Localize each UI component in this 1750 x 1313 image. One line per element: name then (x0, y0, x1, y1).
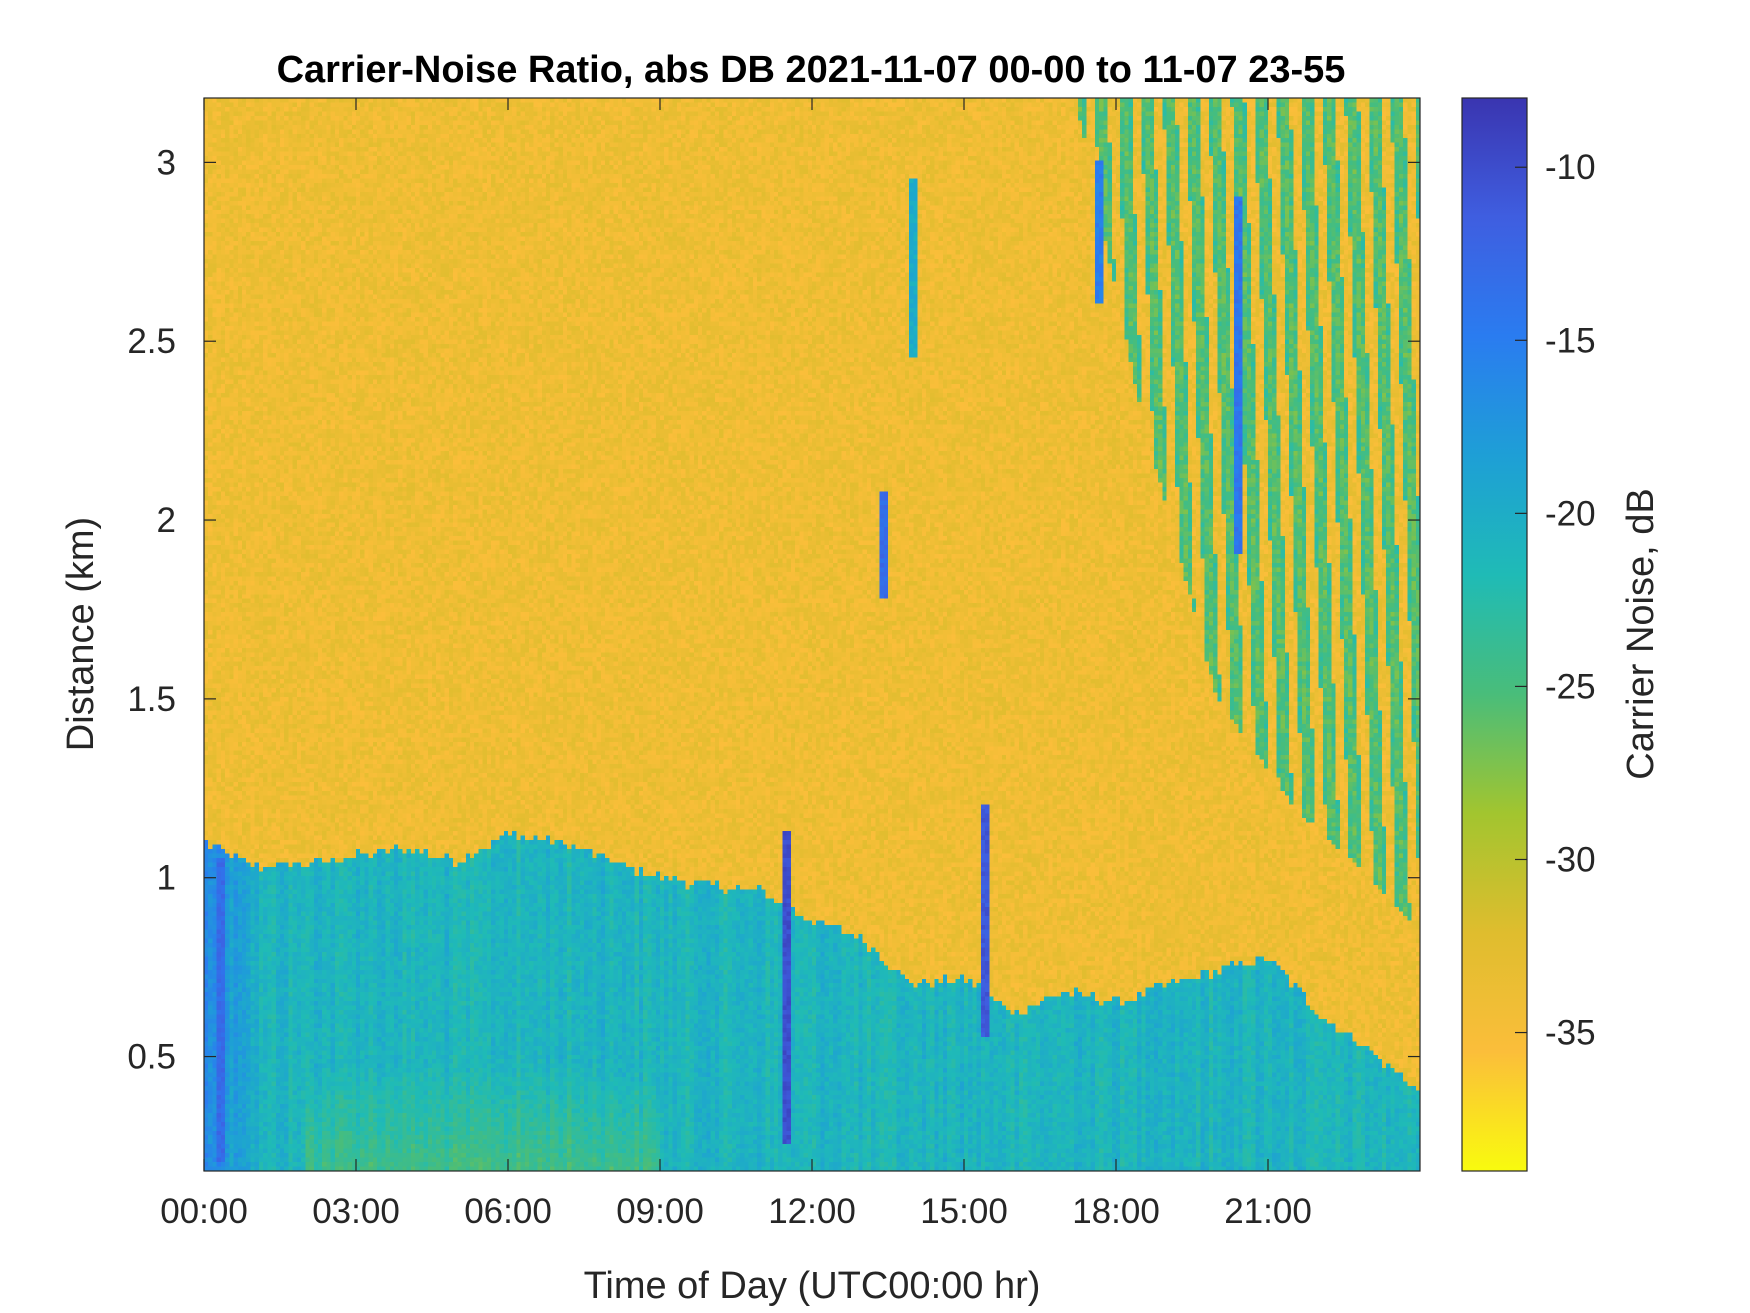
x-tick-label: 00:00 (160, 1192, 248, 1231)
colorbar: -10 -15 -20 -25 -30 -35 Carrier Noise, dB (1461, 97, 1662, 1172)
colorbar-tick-label: -35 (1545, 1014, 1596, 1053)
x-axis: 00:00 03:00 06:00 09:00 12:00 15:00 18:00 21:00 (160, 98, 1312, 1231)
y-tick-label: 1 (157, 859, 176, 898)
colorbar-tick-label: -15 (1545, 321, 1596, 360)
x-tick-label: 15:00 (920, 1192, 1008, 1231)
y-tick-label: 3 (157, 143, 176, 182)
heatmap-plot-area (203, 97, 1421, 1172)
y-tick-label: 0.5 (127, 1038, 176, 1077)
y-axis: 0.5 1 1.5 2 2.5 3 (127, 143, 1420, 1077)
y-tick-label: 2 (157, 501, 176, 540)
chart-title: Carrier-Noise Ratio, abs DB 2021-11-07 0… (277, 49, 1346, 91)
colorbar-tick-label: -20 (1545, 494, 1596, 533)
colorbar-gradient (1461, 97, 1528, 1172)
x-tick-label: 21:00 (1224, 1192, 1312, 1231)
colorbar-tick-label: -10 (1545, 148, 1596, 187)
colorbar-label: Carrier Noise, dB (1620, 488, 1662, 779)
y-tick-label: 2.5 (127, 322, 176, 361)
x-tick-label: 12:00 (768, 1192, 856, 1231)
x-tick-label: 06:00 (464, 1192, 552, 1231)
x-tick-label: 09:00 (616, 1192, 704, 1231)
colorbar-tick-label: -25 (1545, 667, 1596, 706)
x-tick-label: 18:00 (1072, 1192, 1160, 1231)
colorbar-ticks: -10 -15 -20 -25 -30 -35 (1515, 148, 1596, 1053)
x-tick-label: 03:00 (312, 1192, 400, 1231)
heatmap-image (204, 98, 1420, 1171)
colorbar-tick-label: -30 (1545, 840, 1596, 879)
x-axis-label: Time of Day (UTC00:00 hr) (584, 1265, 1041, 1307)
y-tick-label: 1.5 (127, 680, 176, 719)
y-axis-label: Distance (km) (60, 517, 102, 751)
